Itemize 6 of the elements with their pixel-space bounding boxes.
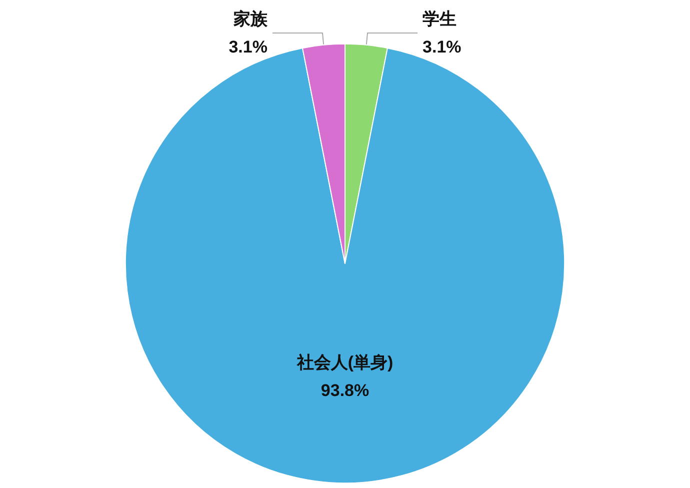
data-label: 3.1% [422,38,462,57]
slice-label: 家族 [232,10,268,29]
slice-label: 社会人(単身) [296,352,394,372]
data-label: 93.8% [320,380,370,400]
slice-label: 学生 [422,10,457,29]
data-label: 3.1% [228,38,268,57]
